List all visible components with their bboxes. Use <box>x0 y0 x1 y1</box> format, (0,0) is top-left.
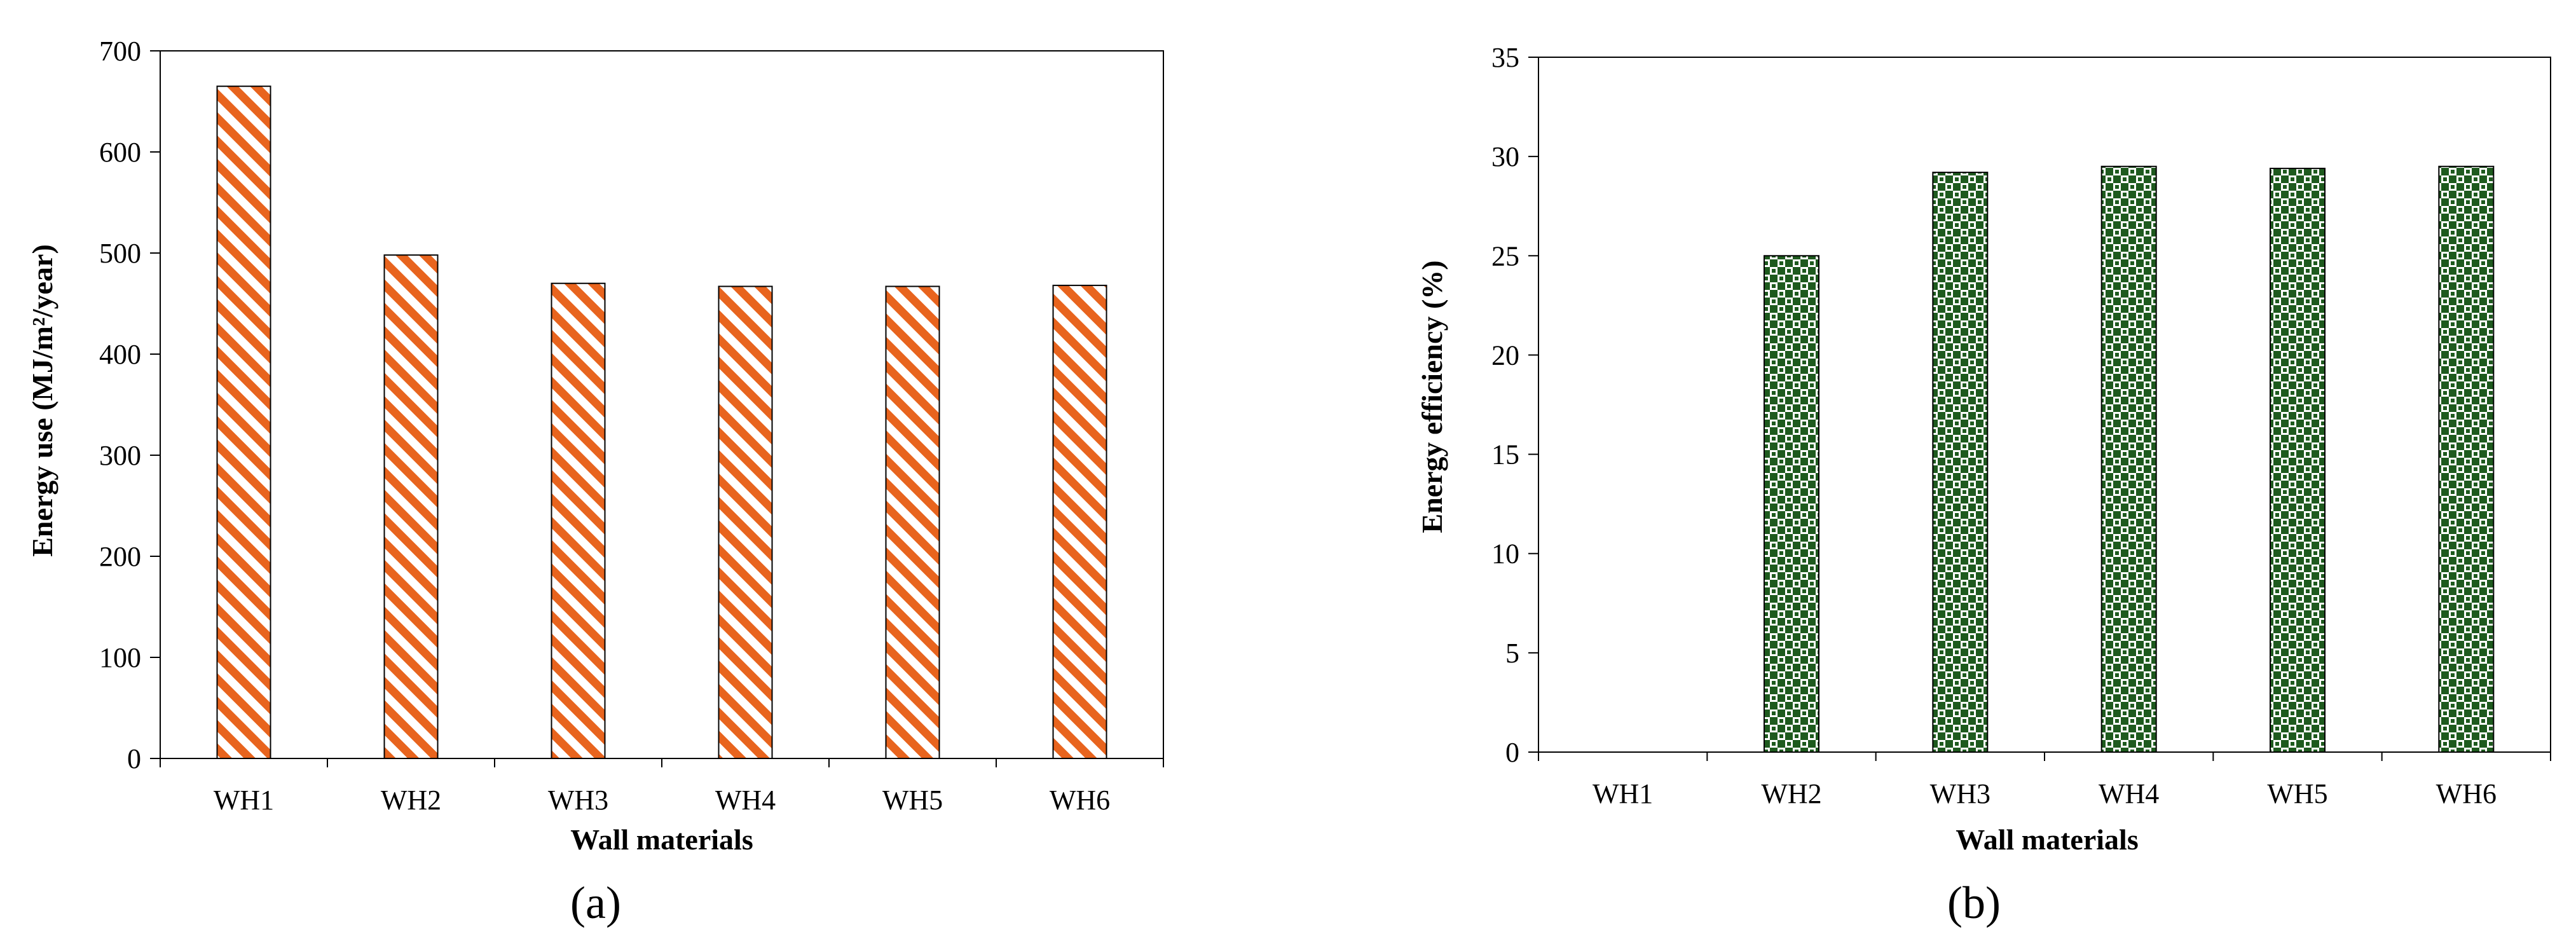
x-tick-label-a: WH5 <box>882 785 943 816</box>
y-tick-label-a: 700 <box>99 36 141 67</box>
x-axis-title-b: Wall materials <box>1956 823 2138 856</box>
x-tick-label-b: WH5 <box>2267 778 2327 809</box>
chart-panel-a: Energy use (MJ/m²/year) Wall materials (… <box>26 36 1164 928</box>
bar-a-wh1 <box>216 85 271 759</box>
y-tick-label-b: 30 <box>1491 141 1519 172</box>
bar-a-wh5 <box>885 285 940 760</box>
bar-b-wh3 <box>1932 172 1989 753</box>
y-tick-label-a: 300 <box>99 440 141 471</box>
x-tick-label-b: WH6 <box>2436 778 2497 809</box>
x-tick-label-b: WH4 <box>2099 778 2159 809</box>
bar-a-wh3 <box>551 282 606 759</box>
y-tick-label-b: 5 <box>1505 638 1519 669</box>
y-tick-label-b: 20 <box>1491 339 1519 371</box>
y-tick-label-b: 25 <box>1491 240 1519 271</box>
bar-b-wh4 <box>2100 165 2157 753</box>
y-tick-label-a: 600 <box>99 137 141 168</box>
y-tick-label-b: 15 <box>1491 439 1519 470</box>
y-tick-label-a: 400 <box>99 339 141 370</box>
y-axis-title-b: Energy efficiency (%) <box>1416 260 1448 533</box>
x-tick-label-b: WH1 <box>1593 778 1653 809</box>
x-tick-label-b: WH3 <box>1930 778 1990 809</box>
plot-frame-b <box>1538 57 2551 753</box>
y-tick-label-b: 10 <box>1491 538 1519 570</box>
x-tick-label-a: WH6 <box>1050 785 1110 816</box>
y-tick-label-a: 0 <box>127 743 141 774</box>
y-tick-label-a: 100 <box>99 642 141 673</box>
x-axis-title-a: Wall materials <box>570 823 753 856</box>
x-tick-label-a: WH3 <box>548 785 608 816</box>
bar-b-wh6 <box>2438 165 2495 753</box>
x-tick-label-a: WH4 <box>715 785 776 816</box>
bar-a-wh6 <box>1052 284 1107 759</box>
y-tick-label-a: 500 <box>99 238 141 269</box>
x-tick-label-a: WH2 <box>381 785 441 816</box>
x-tick-label-a: WH1 <box>214 785 274 816</box>
panel-label-a: (a) <box>570 877 621 928</box>
bar-b-wh5 <box>2270 167 2326 753</box>
y-tick-label-a: 200 <box>99 541 141 572</box>
plot-frame-a <box>160 50 1164 759</box>
y-tick-label-b: 0 <box>1505 737 1519 768</box>
x-tick-label-b: WH2 <box>1761 778 1821 809</box>
y-tick-label-b: 35 <box>1491 42 1519 73</box>
chart-panel-b: Energy efficiency (%) Wall materials (b)… <box>1416 42 2551 928</box>
panel-label-b: (b) <box>1947 877 2001 928</box>
y-axis-title-a: Energy use (MJ/m²/year) <box>26 244 58 557</box>
bar-a-wh4 <box>718 285 773 760</box>
bar-b-wh2 <box>1764 255 1819 753</box>
bar-a-wh2 <box>383 254 439 759</box>
